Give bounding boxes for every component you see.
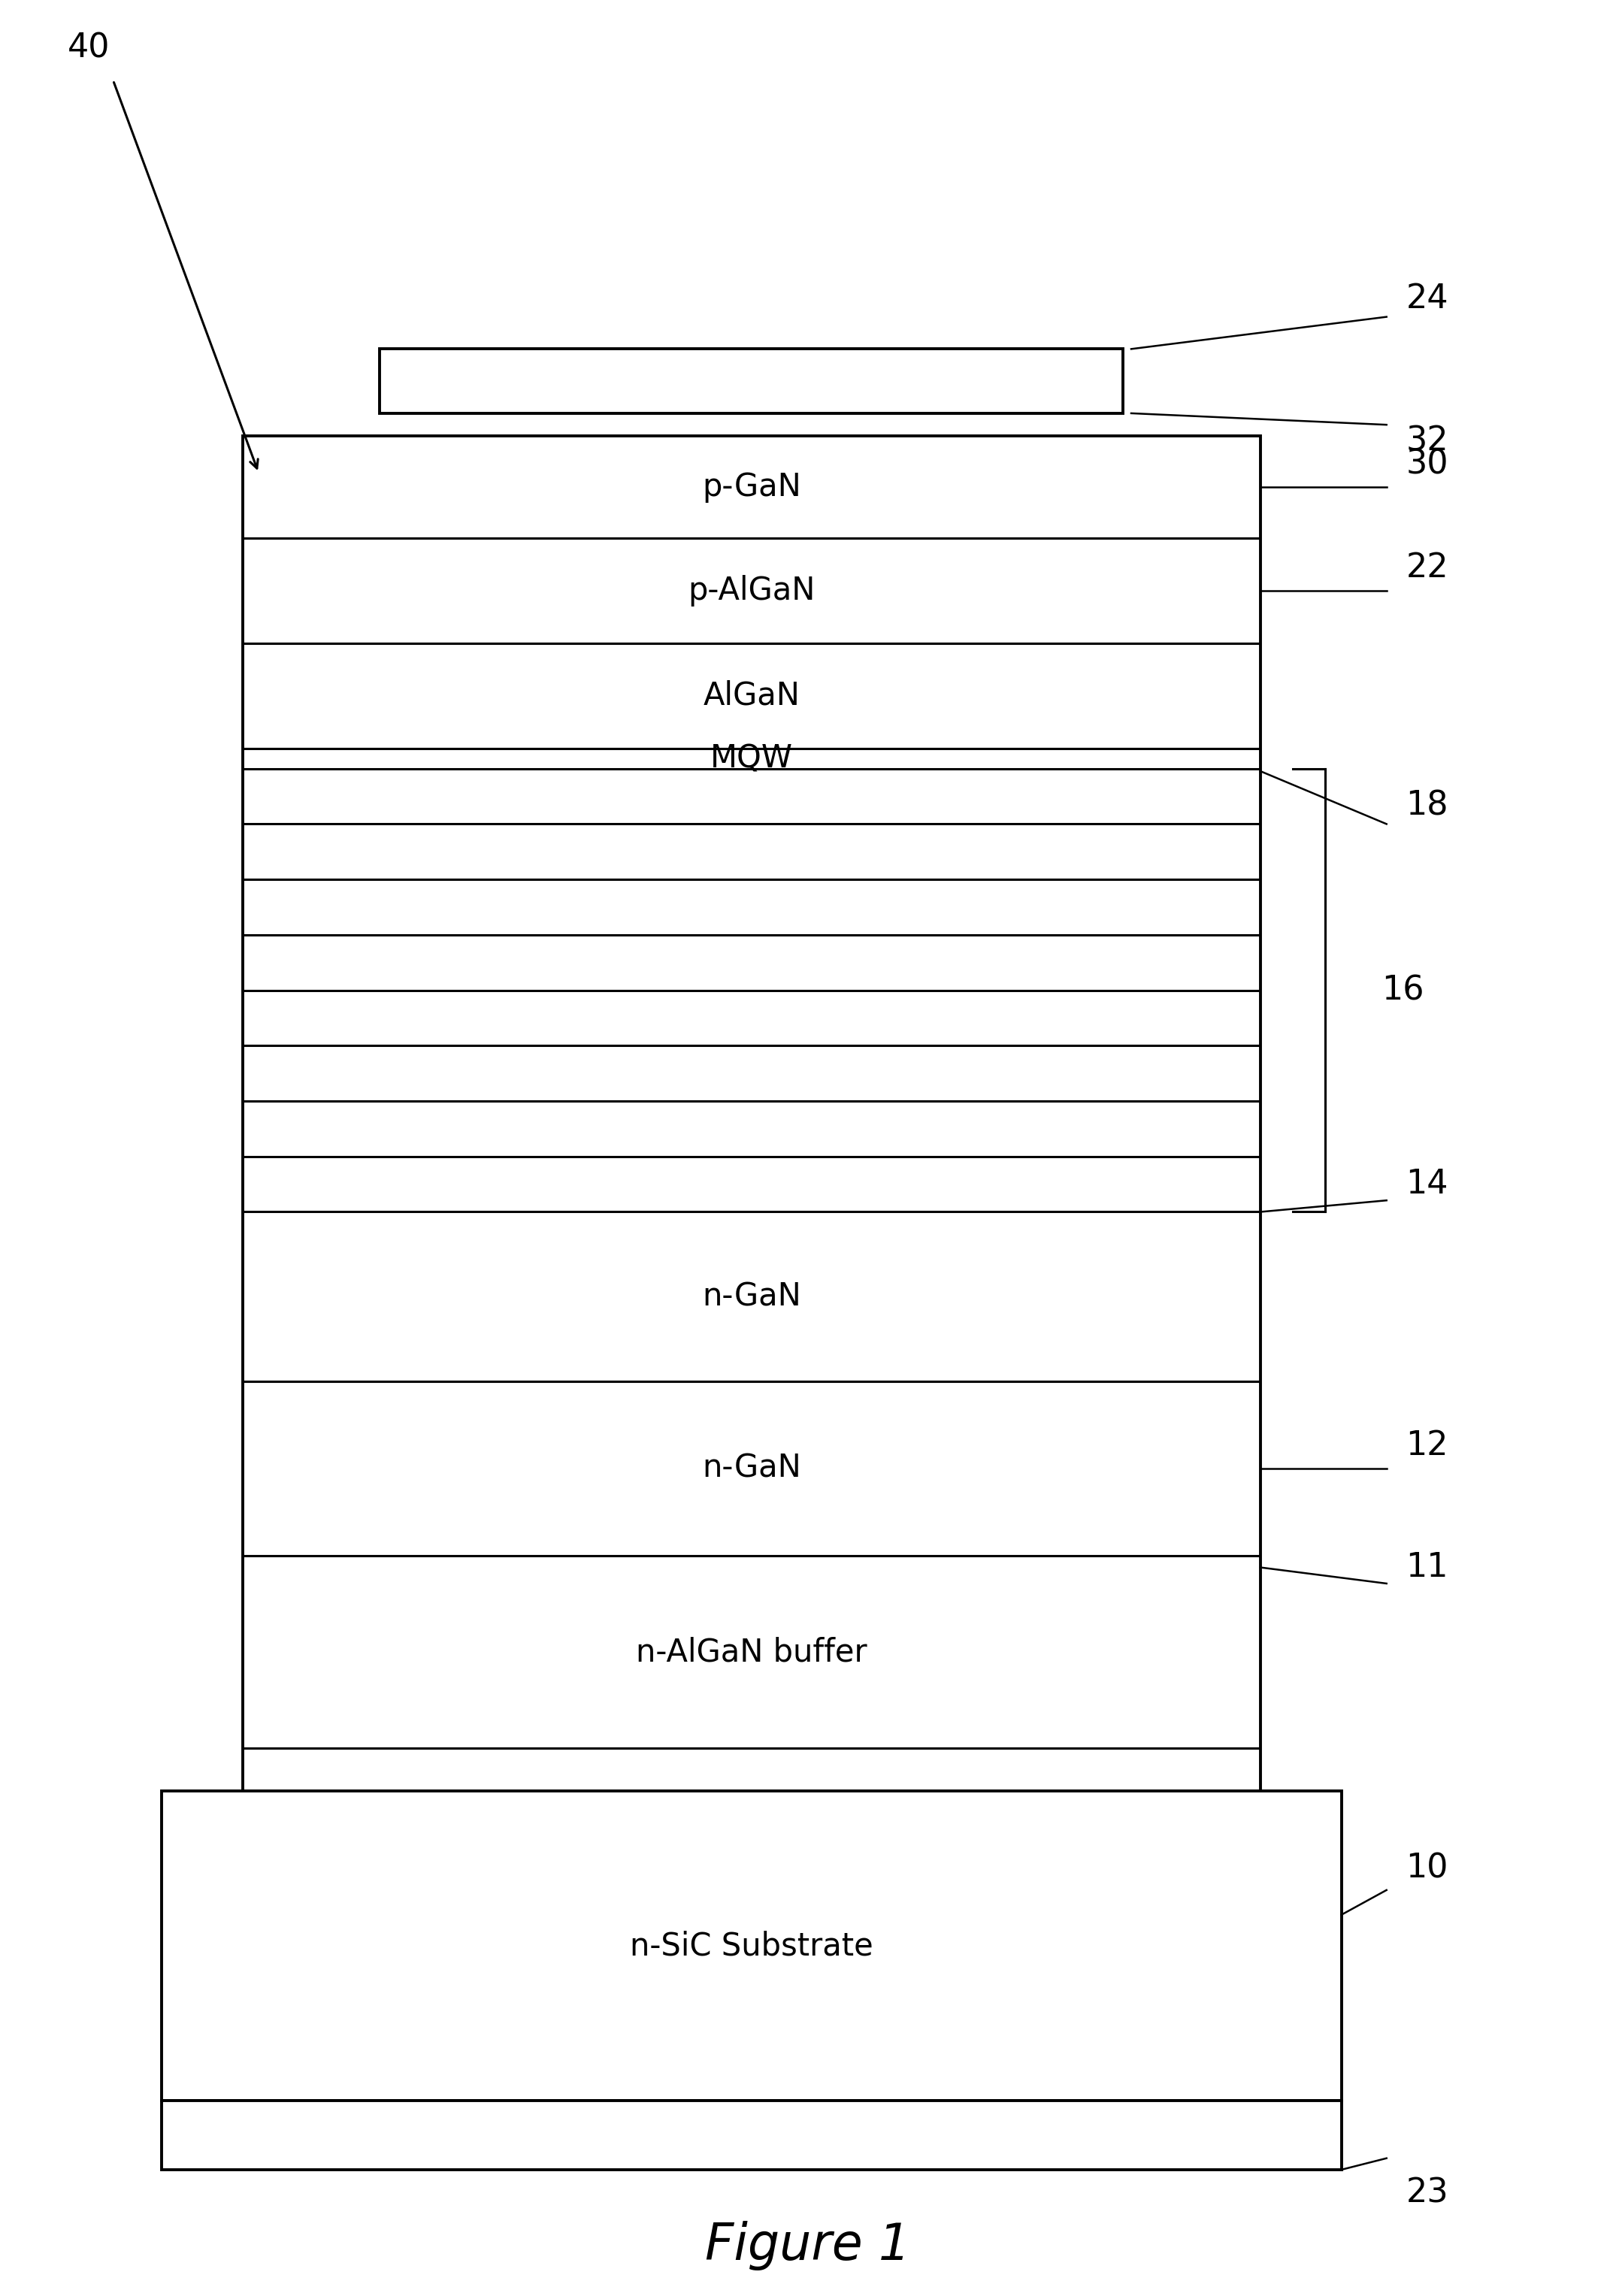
Text: 40: 40 <box>68 32 110 64</box>
Text: 18: 18 <box>1406 790 1448 822</box>
Text: n-AlGaN buffer: n-AlGaN buffer <box>635 1637 868 1667</box>
Bar <box>162 1791 1341 2101</box>
Text: 12: 12 <box>1406 1430 1448 1463</box>
Bar <box>242 436 1260 1894</box>
Text: 16: 16 <box>1382 974 1424 1006</box>
Text: MQW: MQW <box>709 742 793 774</box>
Text: 11: 11 <box>1406 1552 1448 1584</box>
Text: AlGaN: AlGaN <box>703 680 800 712</box>
Text: n-GaN: n-GaN <box>701 1281 802 1313</box>
Text: 24: 24 <box>1406 282 1448 315</box>
Text: 23: 23 <box>1406 2177 1448 2209</box>
Bar <box>380 349 1123 413</box>
Text: 14: 14 <box>1406 1169 1448 1201</box>
Text: 30: 30 <box>1406 448 1448 480</box>
Text: p-GaN: p-GaN <box>701 471 802 503</box>
Bar <box>162 2101 1341 2170</box>
Text: n-GaN: n-GaN <box>701 1453 802 1483</box>
Text: 32: 32 <box>1406 425 1448 457</box>
Text: p-AlGaN: p-AlGaN <box>688 574 814 606</box>
Text: Figure 1: Figure 1 <box>705 2220 911 2271</box>
Text: 10: 10 <box>1406 1853 1448 1885</box>
Text: 22: 22 <box>1406 551 1448 583</box>
Text: n-SiC Substrate: n-SiC Substrate <box>630 1931 873 1961</box>
